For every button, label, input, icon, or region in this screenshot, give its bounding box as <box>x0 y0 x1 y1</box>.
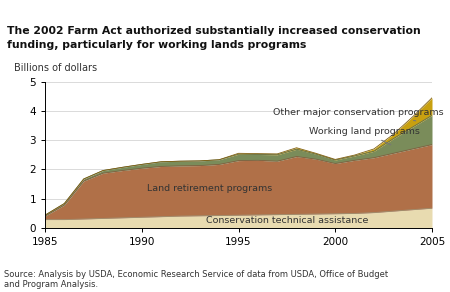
Text: Other major conservation programs: Other major conservation programs <box>273 108 444 121</box>
Text: Working land programs: Working land programs <box>309 127 420 145</box>
Text: Billions of dollars: Billions of dollars <box>14 63 97 73</box>
Text: The 2002 Farm Act authorized substantially increased conservation
funding, parti: The 2002 Farm Act authorized substantial… <box>7 26 420 50</box>
Text: Source: Analysis by USDA, Economic Research Service of data from USDA, Office of: Source: Analysis by USDA, Economic Resea… <box>4 270 389 289</box>
Text: Land retirement programs: Land retirement programs <box>147 184 272 193</box>
Text: Conservation technical assistance: Conservation technical assistance <box>206 216 368 225</box>
